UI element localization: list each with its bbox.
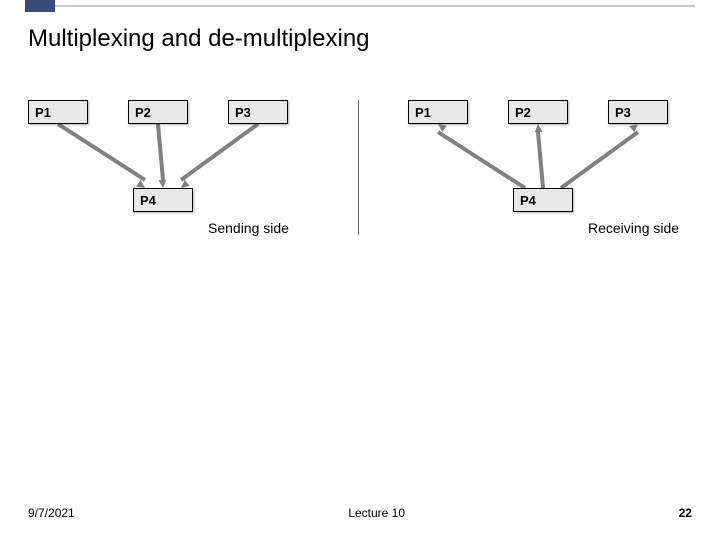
process-box: P1 — [408, 100, 468, 124]
side-caption: Receiving side — [588, 220, 679, 236]
accent-block — [25, 0, 55, 12]
process-box: P4 — [513, 188, 573, 212]
footer-date: 9/7/2021 — [28, 506, 75, 520]
arrows — [28, 100, 688, 260]
footer-center: Lecture 10 — [348, 506, 405, 520]
slide-title: Multiplexing and de-multiplexing — [28, 25, 370, 53]
process-box: P4 — [133, 188, 193, 212]
accent-line — [55, 5, 695, 7]
process-box: P1 — [28, 100, 88, 124]
process-box: P3 — [228, 100, 288, 124]
process-box: P3 — [608, 100, 668, 124]
process-box: P2 — [128, 100, 188, 124]
footer-page: 22 — [679, 506, 692, 520]
mux-diagram: P1 P2 P3 P4 Sending side P1 P2 P3 P4 Receiving si… — [28, 100, 688, 260]
side-caption: Sending side — [208, 220, 289, 236]
footer: 9/7/2021 Lecture 10 22 — [28, 506, 692, 520]
process-box: P2 — [508, 100, 568, 124]
